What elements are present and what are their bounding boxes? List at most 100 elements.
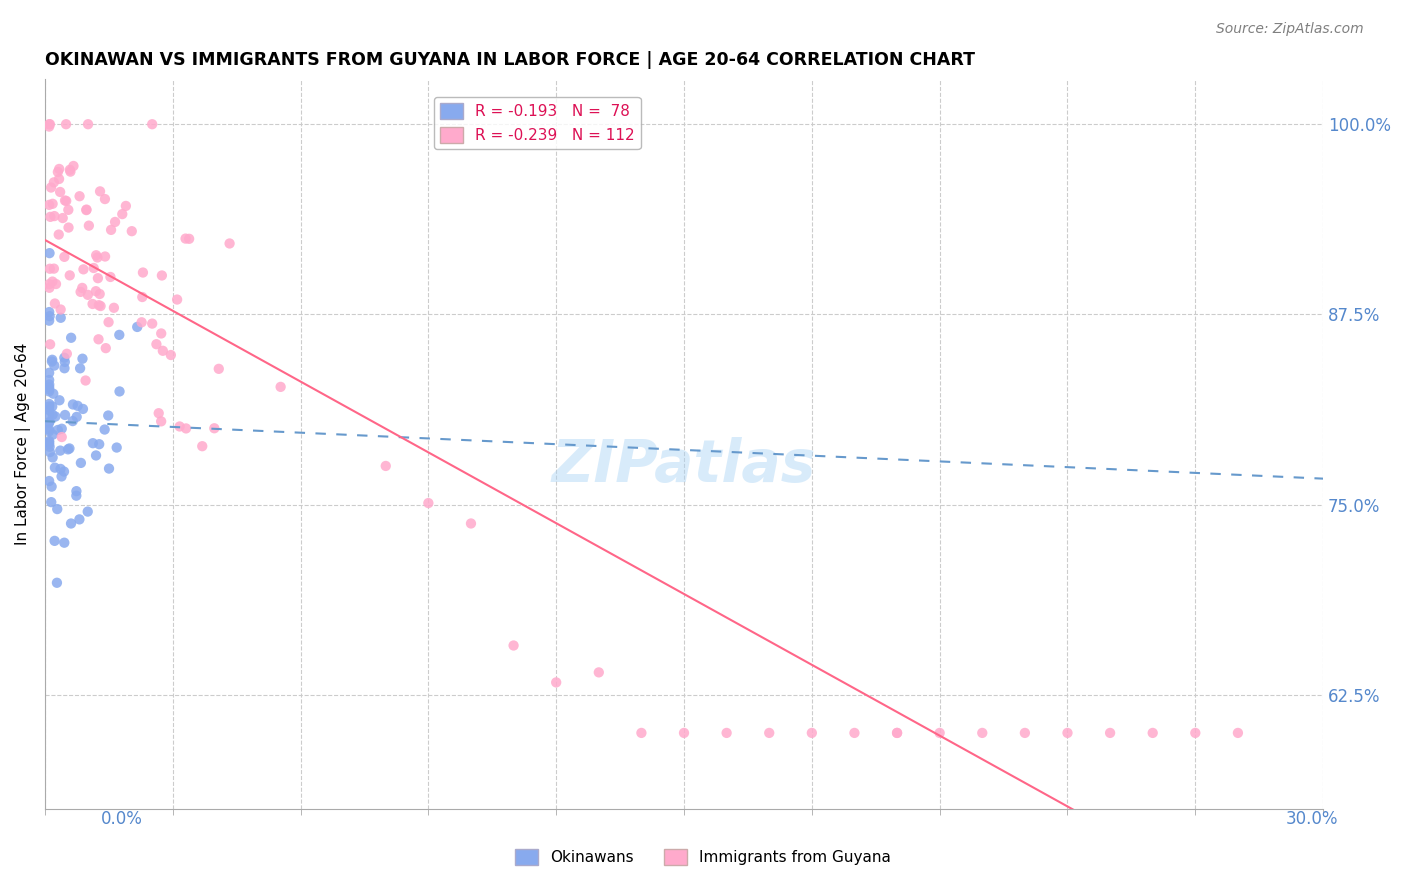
Point (38, 377, 60, 392)
Point (141, 317, 163, 331)
Point (38, 403, 60, 417)
Point (53, 535, 76, 549)
Point (45, 575, 67, 590)
Point (87, 298, 110, 312)
Point (502, 639, 524, 653)
Point (100, 270, 122, 285)
Point (76, 202, 98, 217)
Point (87, 271, 110, 285)
Point (98, 461, 121, 475)
Point (886, 726, 908, 740)
Point (38, 281, 60, 295)
Point (83, 260, 105, 275)
Point (84, 248, 107, 262)
Point (76, 505, 98, 519)
Point (84, 284, 107, 298)
Point (38, 400, 60, 414)
Point (87, 332, 110, 346)
Point (53, 408, 76, 422)
Point (38, 435, 60, 450)
Point (716, 726, 738, 740)
Point (105, 441, 128, 455)
Point (38, 373, 60, 387)
Point (72, 401, 94, 416)
Point (202, 421, 225, 435)
Point (65, 489, 87, 503)
Point (150, 326, 173, 341)
Text: ZIPatlas: ZIPatlas (551, 437, 817, 494)
Point (41, 354, 63, 368)
Legend: Okinawans, Immigrants from Guyana: Okinawans, Immigrants from Guyana (509, 843, 897, 871)
Point (94, 250, 117, 264)
Point (38, 474, 60, 488)
Point (460, 516, 482, 531)
Point (60, 516, 83, 531)
Text: Source: ZipAtlas.com: Source: ZipAtlas.com (1216, 22, 1364, 37)
Point (89, 185, 111, 199)
Point (58, 202, 80, 217)
Point (94, 192, 117, 206)
Point (69, 189, 91, 203)
Point (38, 261, 60, 276)
Point (1014, 726, 1036, 740)
Point (141, 117, 163, 131)
Point (97, 409, 120, 423)
Point (38, 416, 60, 430)
Point (72, 351, 94, 366)
Point (160, 348, 183, 362)
Point (44, 460, 66, 475)
Point (51, 469, 73, 483)
Point (62, 414, 84, 428)
Point (48, 172, 70, 186)
Point (44, 409, 66, 424)
Point (800, 726, 823, 740)
Point (38, 382, 60, 396)
Point (145, 337, 167, 351)
Point (44, 359, 66, 373)
Point (38, 120, 60, 134)
Point (41, 196, 63, 211)
Point (51, 430, 73, 444)
Point (270, 380, 292, 394)
Point (41, 400, 63, 414)
Point (41, 480, 63, 494)
Text: OKINAWAN VS IMMIGRANTS FROM GUYANA IN LABOR FORCE | AGE 20-64 CORRELATION CHART: OKINAWAN VS IMMIGRANTS FROM GUYANA IN LA… (45, 51, 974, 69)
Point (166, 293, 188, 307)
Point (59, 164, 82, 178)
Point (42, 175, 65, 189)
Point (152, 343, 174, 358)
Point (218, 236, 240, 251)
Point (928, 726, 950, 740)
Point (38, 117, 60, 131)
Point (132, 266, 155, 280)
Point (53, 361, 76, 376)
Point (72, 262, 94, 277)
Point (44, 296, 66, 310)
Point (66, 409, 89, 424)
Point (70, 456, 93, 470)
Point (39, 210, 62, 224)
Point (1226, 726, 1249, 740)
Point (38, 246, 60, 260)
Point (69, 361, 91, 376)
Point (38, 380, 60, 394)
Point (49, 462, 72, 476)
Point (38, 424, 60, 438)
Point (630, 726, 652, 740)
Point (90, 299, 112, 313)
Point (82, 436, 104, 450)
Point (48, 393, 70, 408)
Point (108, 384, 131, 399)
Point (42, 386, 65, 401)
Point (44, 209, 66, 223)
Point (131, 315, 153, 329)
Point (53, 465, 76, 479)
Point (93, 423, 115, 437)
Point (62, 159, 84, 173)
Point (77, 219, 100, 233)
Point (38, 313, 60, 327)
Point (179, 232, 201, 246)
Point (58, 220, 80, 235)
Point (60, 331, 83, 345)
Point (62, 397, 84, 411)
